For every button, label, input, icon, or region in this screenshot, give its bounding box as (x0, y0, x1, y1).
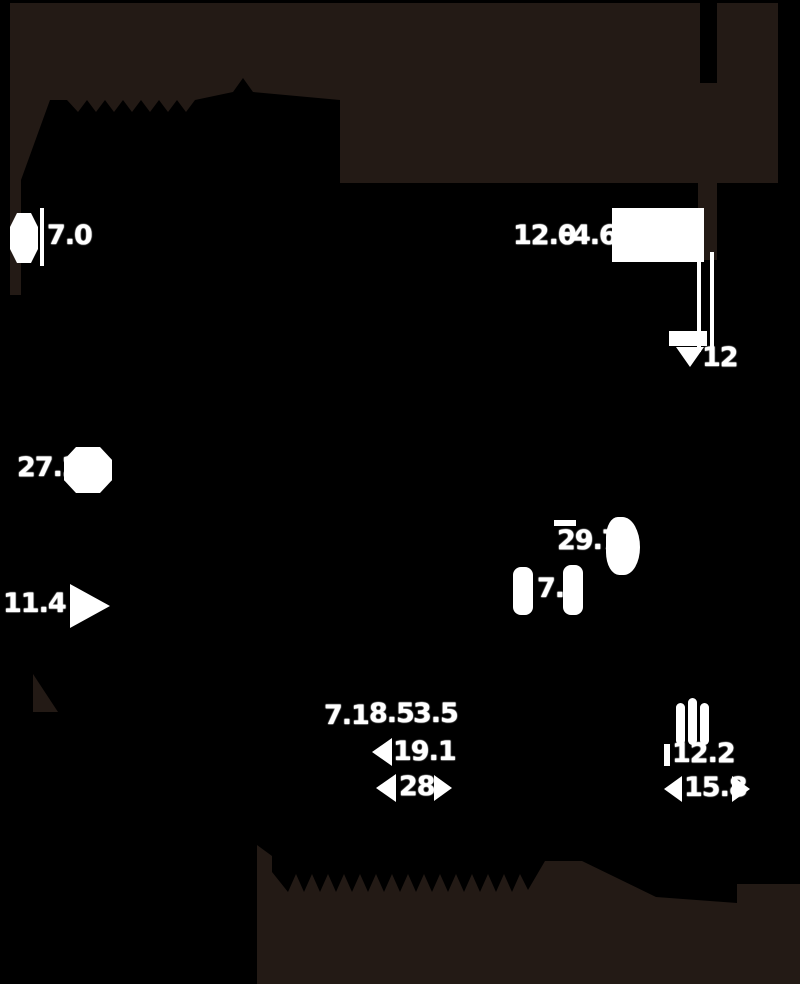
dim-extension-line (688, 698, 697, 745)
arrow-right-icon (732, 776, 750, 802)
dim-blob (10, 213, 38, 263)
silhouette-top-body (10, 3, 340, 295)
silhouette-top-right (340, 3, 778, 183)
dim-tick (554, 520, 576, 526)
dim-pitch-b: 8.5 (369, 698, 415, 729)
arrow-left-icon (372, 738, 392, 766)
arrow-left-icon (664, 776, 682, 802)
dim-top-width-b: 4.6 (572, 220, 618, 251)
dim-top-width-a: 12.0 (513, 220, 577, 251)
dim-pitch-a: 7.1 (324, 700, 370, 731)
arrow-right-icon (434, 775, 452, 801)
dim-blob (513, 567, 533, 615)
arrow-down-icon (676, 347, 704, 367)
dim-left-lower-height: 11.4 (3, 588, 67, 619)
dim-tick (664, 744, 670, 766)
dim-line-vertical (710, 252, 714, 352)
silhouette-left-wedge (33, 674, 58, 712)
dim-blob (606, 517, 640, 575)
dim-tick (669, 331, 707, 346)
arrow-right-icon (70, 584, 110, 628)
dim-right-depth: 12 (702, 342, 739, 373)
dim-extension-line (700, 703, 709, 745)
dim-bottom-span: 19.1 (393, 736, 457, 767)
silhouette-bottom-body (257, 845, 800, 984)
dim-extension-line (676, 703, 685, 745)
dim-top-dash: - (560, 218, 571, 249)
dim-right-lower-height: 12.2 (672, 738, 736, 769)
dim-leader-panel (612, 208, 704, 262)
dim-bottom-overall-width: 28 (399, 771, 436, 802)
dim-line-vertical (697, 252, 701, 352)
dim-blob (64, 447, 112, 493)
arrow-left-icon (376, 774, 396, 802)
dim-extension-line (40, 208, 44, 266)
dim-top-left-width: 7.0 (47, 220, 93, 251)
dim-blob (563, 565, 583, 615)
dim-pitch-c: 3.5 (413, 698, 459, 729)
